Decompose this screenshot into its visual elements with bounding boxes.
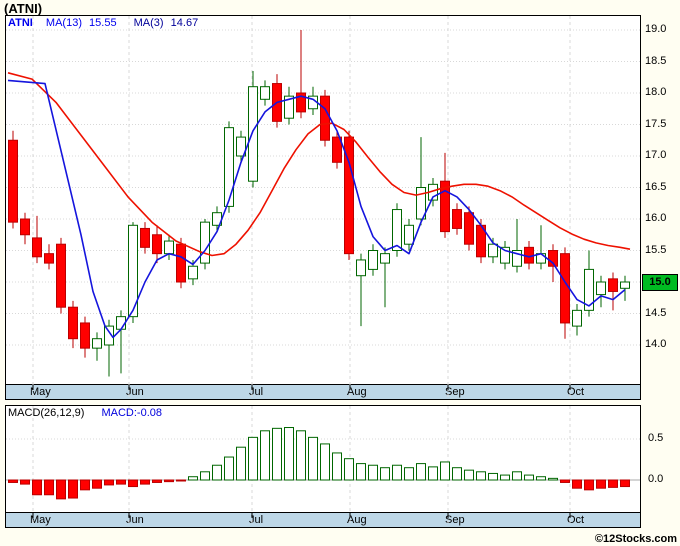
price-chart-panel: May Jun Jul Aug Sep Oct (5, 15, 641, 400)
macd-legend: MACD(26,12,9) MACD:-0.08 (8, 407, 162, 419)
month-label: May (30, 386, 51, 398)
month-label: Oct (567, 514, 585, 526)
price-axis-label: 15.5 (645, 243, 667, 256)
month-label: Oct (567, 386, 585, 398)
ma13-value: 15.55 (89, 17, 117, 29)
price-chart-month-axis: May Jun Jul Aug Sep Oct (6, 384, 640, 399)
price-axis-label: 18.0 (645, 86, 667, 98)
price-axis-label: 18.5 (645, 54, 667, 67)
ma13-label: MA(13) (45, 17, 82, 29)
price-axis-label: 14.0 (645, 338, 667, 350)
macd-chart-panel: May Jun Jul Aug Sep Oct (5, 405, 641, 528)
macd-value-label: MACD:-0.08 (101, 407, 163, 419)
page-title: (ATNI) (4, 1, 43, 16)
price-axis-label: 16.5 (645, 180, 667, 193)
macd-params-label: MACD(26,12,9) (8, 407, 85, 419)
month-label: Jul (249, 386, 264, 398)
price-axis-label: 14.5 (645, 306, 667, 319)
ma3-value: 14.67 (170, 17, 199, 29)
price-axis-label: 17.5 (645, 117, 667, 130)
last-price-marker: 15.0 (642, 274, 678, 291)
month-label: Sep (445, 514, 465, 526)
price-axis-label: 17.0 (645, 149, 667, 161)
ma3-label: MA(3) (133, 17, 164, 29)
macd-chart-month-axis: May Jun Jul Aug Sep Oct (6, 512, 640, 527)
month-label: Jun (126, 386, 144, 398)
month-label: Jul (249, 514, 264, 526)
price-axis-label: 16.0 (645, 212, 667, 224)
month-label: May (30, 514, 51, 526)
month-label: Jun (126, 514, 144, 526)
month-label: Aug (347, 386, 367, 398)
macd-axis-label: 0.5 (648, 432, 664, 444)
ticker-symbol-label: ATNI (8, 17, 33, 29)
price-axis-label: 19.0 (645, 23, 667, 35)
month-label: Sep (445, 386, 465, 398)
month-label: Aug (347, 514, 367, 526)
macd-axis-label: 0.0 (648, 473, 664, 485)
price-chart-legend: ATNI MA(13) 15.55 MA(3) 14.67 (8, 17, 198, 29)
watermark-12stocks: ©12Stocks.com (594, 533, 677, 545)
